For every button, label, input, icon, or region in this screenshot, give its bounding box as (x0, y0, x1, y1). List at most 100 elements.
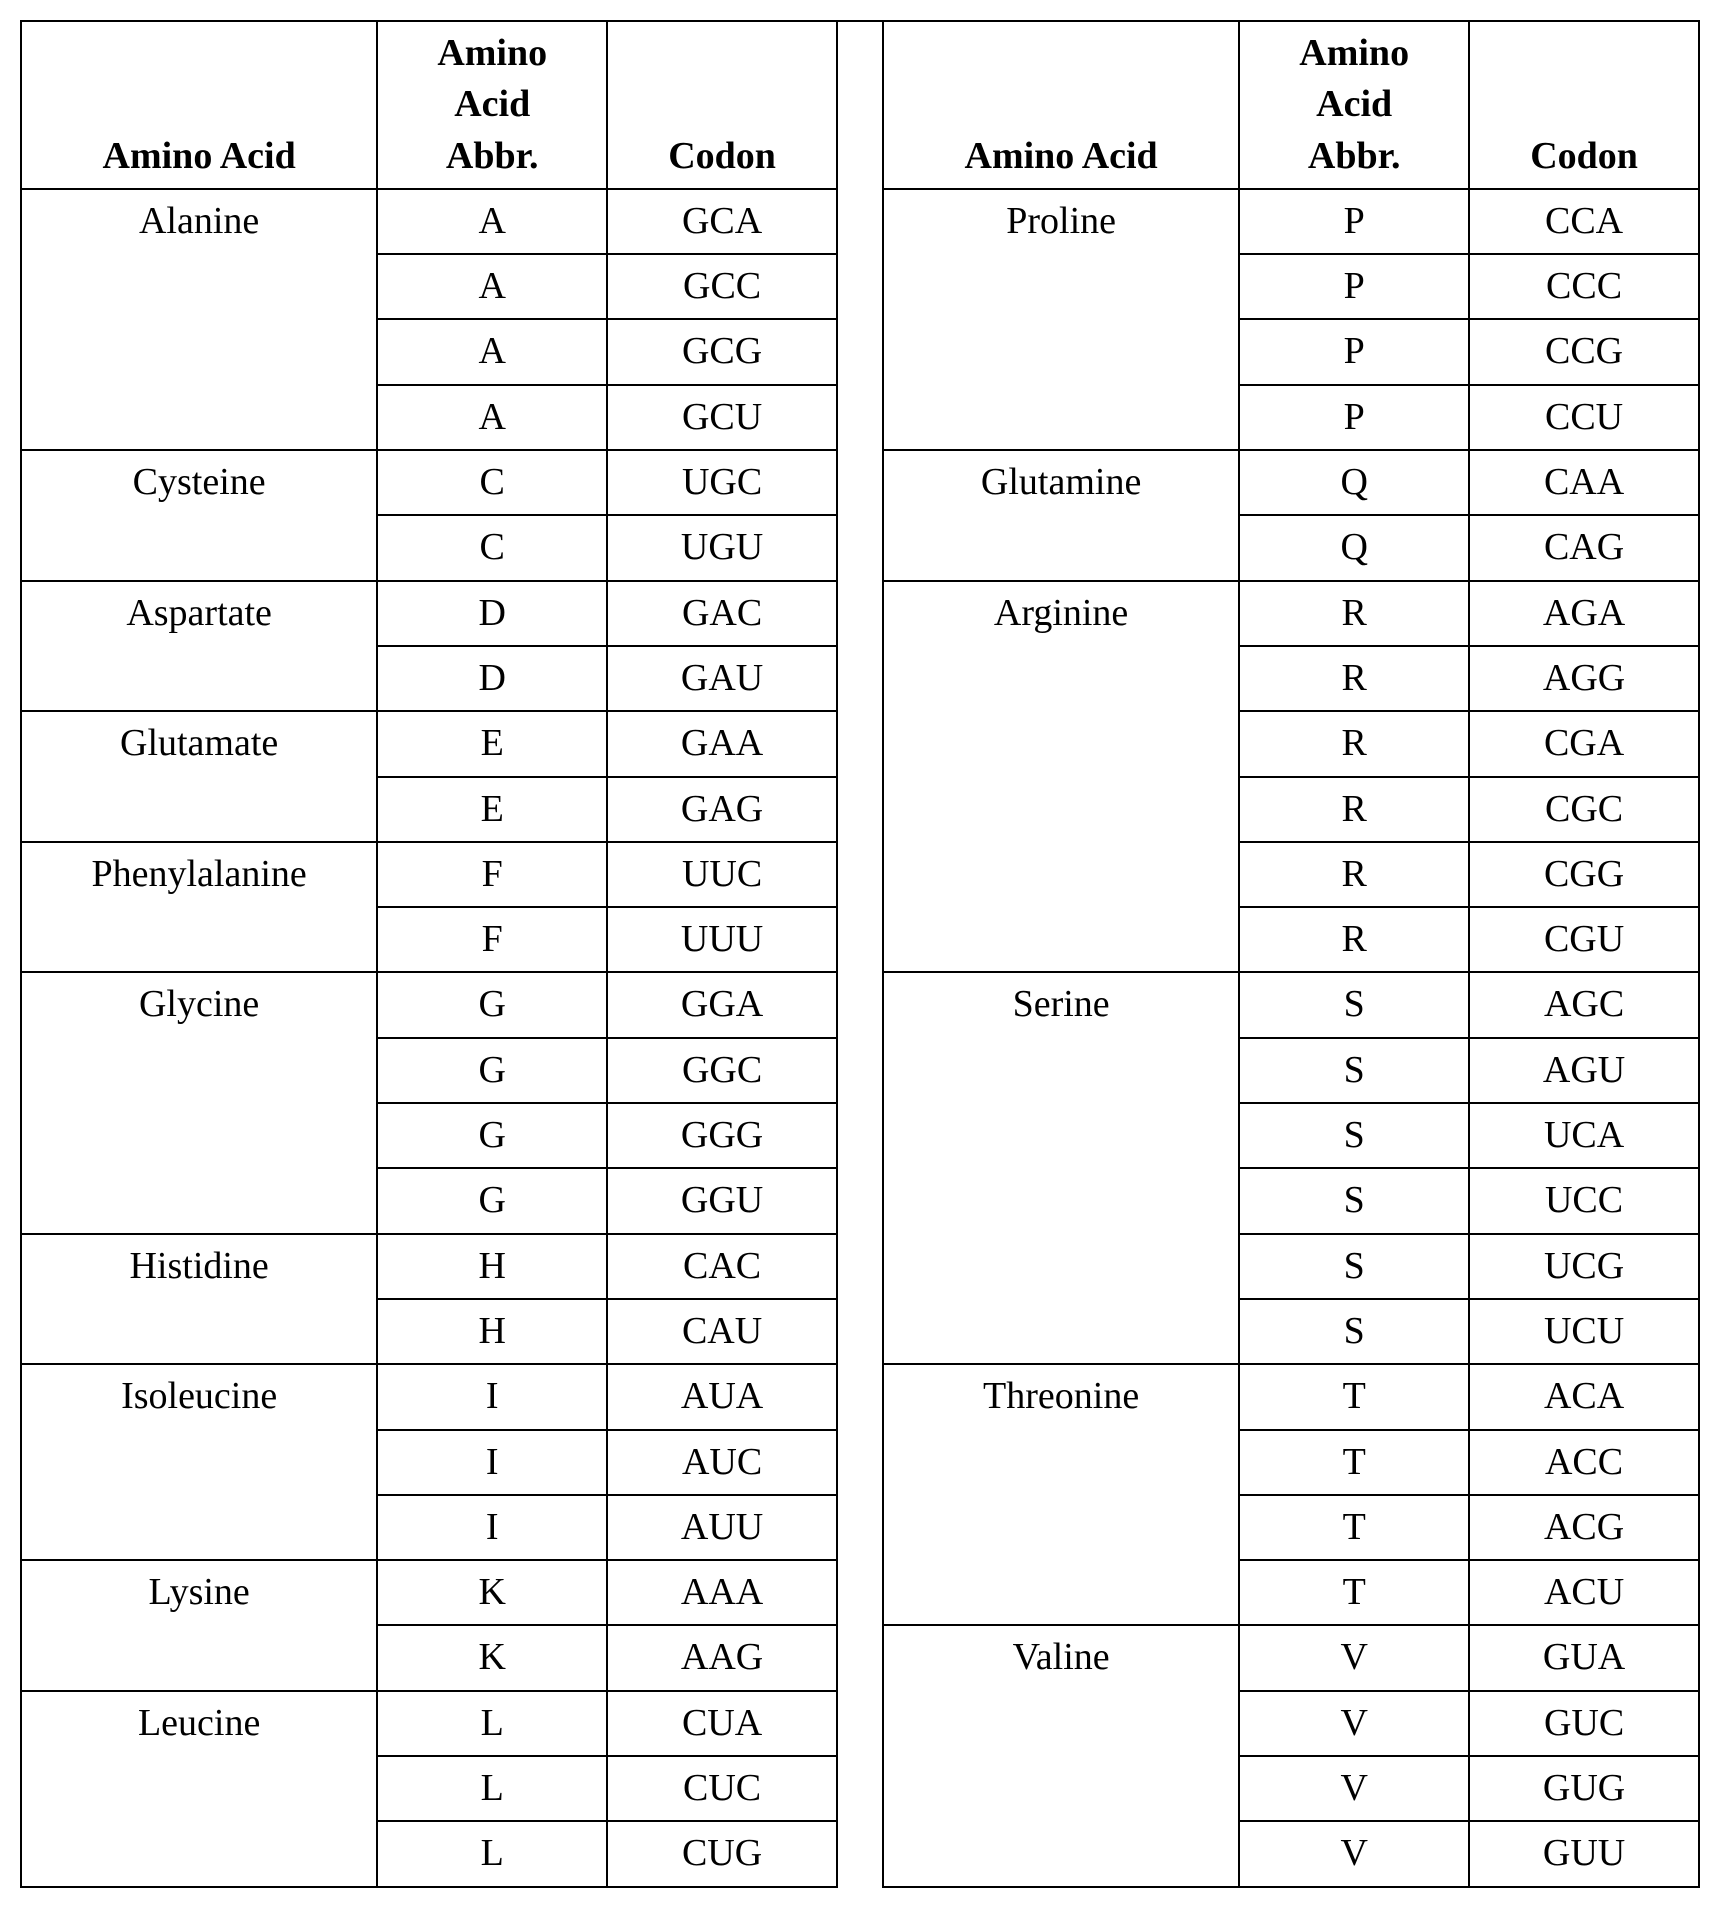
codon-cell: CUA (607, 1691, 837, 1756)
codon-cell: CCA (1469, 189, 1699, 254)
codon-cell: GCG (607, 319, 837, 384)
aa-name-cell: Glutamine (883, 450, 1239, 581)
codon-cell: GGC (607, 1038, 837, 1103)
codon-cell: ACG (1469, 1495, 1699, 1560)
codon-cell: UUC (607, 842, 837, 907)
abbr-cell: E (377, 711, 607, 776)
aa-name-cell: Aspartate (21, 581, 377, 712)
abbr-cell: G (377, 1168, 607, 1233)
abbr-cell: V (1239, 1756, 1469, 1821)
codon-cell: GAA (607, 711, 837, 776)
codon-cell: UCU (1469, 1299, 1699, 1364)
codon-cell: GUA (1469, 1625, 1699, 1690)
aa-name-cell: Alanine (21, 189, 377, 450)
abbr-cell: T (1239, 1430, 1469, 1495)
abbr-cell: L (377, 1691, 607, 1756)
abbr-cell: S (1239, 1038, 1469, 1103)
aa-name-cell: Glycine (21, 972, 377, 1233)
abbr-cell: Q (1239, 450, 1469, 515)
codon-cell: GCC (607, 254, 837, 319)
abbr-cell: K (377, 1560, 607, 1625)
abbr-cell: C (377, 515, 607, 580)
codon-cell: CCG (1469, 319, 1699, 384)
codon-cell: GCU (607, 385, 837, 450)
codon-cell: CGG (1469, 842, 1699, 907)
header-row: Amino Acid AminoAcidAbbr. Codon Amino Ac… (21, 21, 1699, 189)
abbr-cell: R (1239, 646, 1469, 711)
abbr-cell: S (1239, 1168, 1469, 1233)
codon-cell: UUU (607, 907, 837, 972)
abbr-cell: R (1239, 842, 1469, 907)
abbr-cell: A (377, 385, 607, 450)
codon-cell: GGG (607, 1103, 837, 1168)
abbr-cell: L (377, 1821, 607, 1886)
aa-name-cell: Lysine (21, 1560, 377, 1691)
codon-cell: UGU (607, 515, 837, 580)
aa-name-cell: Serine (883, 972, 1239, 1364)
abbr-cell: I (377, 1430, 607, 1495)
abbr-cell: T (1239, 1364, 1469, 1429)
abbr-cell: S (1239, 1234, 1469, 1299)
codon-cell: GGU (607, 1168, 837, 1233)
abbr-cell: G (377, 1103, 607, 1168)
codon-cell: UGC (607, 450, 837, 515)
abbr-cell: V (1239, 1821, 1469, 1886)
aa-name-cell: Proline (883, 189, 1239, 450)
codon-cell: ACC (1469, 1430, 1699, 1495)
codon-cell: CAG (1469, 515, 1699, 580)
abbr-cell: A (377, 254, 607, 319)
abbr-cell: G (377, 972, 607, 1037)
aa-name-cell: Valine (883, 1625, 1239, 1886)
aa-name-cell: Glutamate (21, 711, 377, 842)
abbr-cell: F (377, 842, 607, 907)
header-abbr-right: AminoAcidAbbr. (1239, 21, 1469, 189)
codon-cell: GCA (607, 189, 837, 254)
codon-cell: CCC (1469, 254, 1699, 319)
abbr-cell: R (1239, 711, 1469, 776)
abbr-cell: D (377, 646, 607, 711)
abbr-cell: S (1239, 1299, 1469, 1364)
codon-cell: CCU (1469, 385, 1699, 450)
codon-cell: AUC (607, 1430, 837, 1495)
codon-cell: UCC (1469, 1168, 1699, 1233)
abbr-cell: T (1239, 1560, 1469, 1625)
header-abbr-left: AminoAcidAbbr. (377, 21, 607, 189)
aa-name-cell: Leucine (21, 1691, 377, 1887)
abbr-cell: T (1239, 1495, 1469, 1560)
codon-cell: CGA (1469, 711, 1699, 776)
abbr-cell: I (377, 1364, 607, 1429)
abbr-cell: H (377, 1234, 607, 1299)
codon-cell: GAU (607, 646, 837, 711)
codon-cell: UCA (1469, 1103, 1699, 1168)
codon-cell: GUC (1469, 1691, 1699, 1756)
abbr-cell: D (377, 581, 607, 646)
codon-cell: AGC (1469, 972, 1699, 1037)
abbr-cell: Q (1239, 515, 1469, 580)
codon-cell: AAA (607, 1560, 837, 1625)
abbr-cell: L (377, 1756, 607, 1821)
abbr-cell: A (377, 189, 607, 254)
codon-cell: AGA (1469, 581, 1699, 646)
abbr-cell: C (377, 450, 607, 515)
header-codon-right: Codon (1469, 21, 1699, 189)
abbr-cell: P (1239, 254, 1469, 319)
abbr-cell: I (377, 1495, 607, 1560)
codon-cell: CUG (607, 1821, 837, 1886)
abbr-cell: K (377, 1625, 607, 1690)
abbr-cell: E (377, 777, 607, 842)
codon-cell: CGU (1469, 907, 1699, 972)
codon-cell: GUU (1469, 1821, 1699, 1886)
codon-cell: CGC (1469, 777, 1699, 842)
codon-cell: CAC (607, 1234, 837, 1299)
codon-cell: UCG (1469, 1234, 1699, 1299)
codon-cell: AAG (607, 1625, 837, 1690)
header-amino-acid-left: Amino Acid (21, 21, 377, 189)
header-codon-left: Codon (607, 21, 837, 189)
codon-cell: ACA (1469, 1364, 1699, 1429)
codon-cell: AGU (1469, 1038, 1699, 1103)
codon-table: Amino Acid AminoAcidAbbr. Codon Amino Ac… (20, 20, 1700, 1888)
abbr-cell: R (1239, 581, 1469, 646)
codon-cell: ACU (1469, 1560, 1699, 1625)
abbr-cell: S (1239, 972, 1469, 1037)
abbr-cell: P (1239, 319, 1469, 384)
